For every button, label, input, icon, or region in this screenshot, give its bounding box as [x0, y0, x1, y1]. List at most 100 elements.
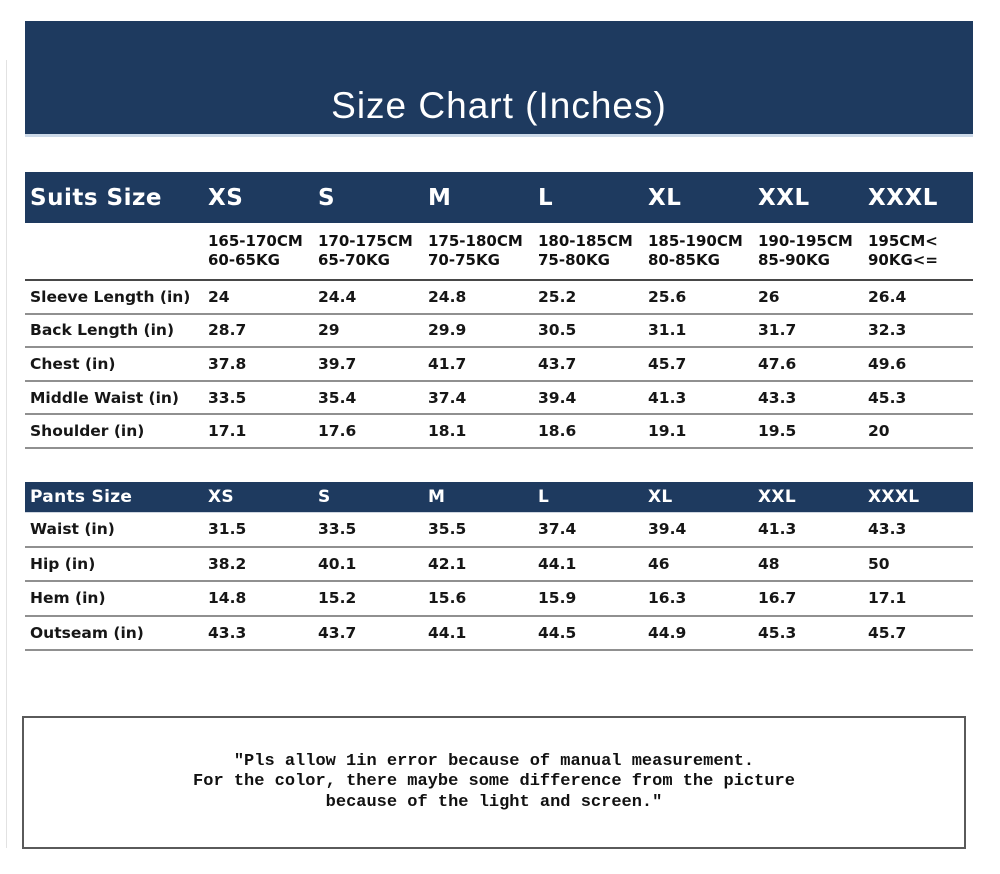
value-cell: 43.7 — [538, 354, 577, 373]
value-cell: 42.1 — [428, 554, 467, 573]
value-cell: 26.4 — [868, 287, 907, 306]
value-cell: 30.5 — [538, 321, 577, 340]
height-range: 190-195CM — [758, 232, 853, 250]
value-cell: 46 — [648, 554, 670, 573]
size-header-xxl: XXL — [758, 184, 810, 211]
value-cell: 31.5 — [208, 520, 247, 539]
value-cell: 49.6 — [868, 354, 907, 373]
value-cell: 44.5 — [538, 623, 577, 642]
value-cell: 17.1 — [868, 589, 907, 608]
value-cell: 48 — [758, 554, 780, 573]
value-cell: 18.1 — [428, 422, 467, 441]
value-cell: 15.6 — [428, 589, 467, 608]
range-cell: 185-190CM 80-85KG — [643, 223, 753, 279]
size-header-xl: XL — [648, 487, 673, 507]
height-range: 185-190CM — [648, 232, 743, 250]
value-cell: 35.5 — [428, 520, 467, 539]
value-cell: 37.4 — [428, 388, 467, 407]
value-cell: 41.3 — [758, 520, 797, 539]
size-header-m: M — [428, 184, 452, 211]
size-header-m: M — [428, 487, 446, 507]
weight-range: 90KG<= — [868, 251, 938, 269]
size-header-xs: XS — [208, 487, 234, 507]
value-cell: 20 — [868, 422, 890, 441]
value-cell: 38.2 — [208, 554, 247, 573]
value-cell: 24.4 — [318, 287, 357, 306]
row-label: Middle Waist (in) — [30, 388, 180, 407]
title-banner: Size Chart (Inches) — [25, 21, 973, 137]
range-cell: 180-185CM 75-80KG — [533, 223, 643, 279]
value-cell: 28.7 — [208, 321, 247, 340]
value-cell: 16.7 — [758, 589, 797, 608]
size-header-xxxl: XXXL — [868, 184, 938, 211]
value-cell: 41.3 — [648, 388, 687, 407]
size-header-l: L — [538, 487, 550, 507]
value-cell: 43.7 — [318, 623, 357, 642]
height-weight-row: 165-170CM 60-65KG 170-175CM 65-70KG 175-… — [25, 223, 973, 281]
size-header-xxl: XXL — [758, 487, 796, 507]
row-label: Chest (in) — [30, 354, 116, 373]
value-cell: 29.9 — [428, 321, 467, 340]
table-row-hem: Hem (in) 14.8 15.2 15.6 15.9 16.3 16.7 1… — [25, 582, 973, 617]
empty-cell — [25, 223, 203, 279]
weight-range: 85-90KG — [758, 251, 830, 269]
row-label: Hem (in) — [30, 589, 106, 608]
table-row-sleeve-length: Sleeve Length (in) 24 24.4 24.8 25.2 25.… — [25, 281, 973, 315]
pants-header-row: Pants Size XS S M L XL XXL XXXL — [25, 482, 973, 513]
row-label: Back Length (in) — [30, 321, 175, 340]
value-cell: 31.7 — [758, 321, 797, 340]
value-cell: 43.3 — [758, 388, 797, 407]
value-cell: 17.1 — [208, 422, 247, 441]
value-cell: 15.2 — [318, 589, 357, 608]
height-range: 170-175CM — [318, 232, 413, 250]
value-cell: 44.1 — [538, 554, 577, 573]
value-cell: 29 — [318, 321, 340, 340]
row-label: Sleeve Length (in) — [30, 287, 191, 306]
value-cell: 19.5 — [758, 422, 797, 441]
height-range: 195CM< — [868, 232, 938, 250]
pants-header-label: Pants Size — [30, 487, 133, 507]
value-cell: 39.4 — [648, 520, 687, 539]
value-cell: 25.2 — [538, 287, 577, 306]
row-label: Outseam (in) — [30, 623, 144, 642]
value-cell: 31.1 — [648, 321, 687, 340]
note-line: because of the light and screen.″ — [325, 792, 663, 812]
value-cell: 39.7 — [318, 354, 357, 373]
row-label: Hip (in) — [30, 554, 96, 573]
table-row-waist: Waist (in) 31.5 33.5 35.5 37.4 39.4 41.3… — [25, 513, 973, 548]
size-header-xxxl: XXXL — [868, 487, 920, 507]
value-cell: 15.9 — [538, 589, 577, 608]
value-cell: 43.3 — [868, 520, 907, 539]
suits-header-label: Suits Size — [30, 184, 162, 211]
pants-size-table: Pants Size XS S M L XL XXL XXXL Waist (i… — [25, 482, 973, 651]
value-cell: 24.8 — [428, 287, 467, 306]
value-cell: 14.8 — [208, 589, 247, 608]
value-cell: 37.4 — [538, 520, 577, 539]
left-edge-artifact-line — [6, 60, 7, 848]
table-row-back-length: Back Length (in) 28.7 29 29.9 30.5 31.1 … — [25, 315, 973, 349]
value-cell: 32.3 — [868, 321, 907, 340]
value-cell: 24 — [208, 287, 230, 306]
value-cell: 26 — [758, 287, 780, 306]
value-cell: 44.1 — [428, 623, 467, 642]
value-cell: 16.3 — [648, 589, 687, 608]
table-row-shoulder: Shoulder (in) 17.1 17.6 18.1 18.6 19.1 1… — [25, 415, 973, 449]
value-cell: 33.5 — [318, 520, 357, 539]
table-row-hip: Hip (in) 38.2 40.1 42.1 44.1 46 48 50 — [25, 548, 973, 582]
value-cell: 45.3 — [758, 623, 797, 642]
value-cell: 39.4 — [538, 388, 577, 407]
value-cell: 40.1 — [318, 554, 357, 573]
height-range: 165-170CM — [208, 232, 303, 250]
value-cell: 45.7 — [868, 623, 907, 642]
page-title: Size Chart (Inches) — [331, 85, 667, 126]
value-cell: 47.6 — [758, 354, 797, 373]
value-cell: 50 — [868, 554, 890, 573]
height-range: 180-185CM — [538, 232, 633, 250]
value-cell: 19.1 — [648, 422, 687, 441]
size-header-xl: XL — [648, 184, 682, 211]
range-cell: 175-180CM 70-75KG — [423, 223, 533, 279]
value-cell: 41.7 — [428, 354, 467, 373]
table-row-middle-waist: Middle Waist (in) 33.5 35.4 37.4 39.4 41… — [25, 382, 973, 416]
size-header-xs: XS — [208, 184, 244, 211]
